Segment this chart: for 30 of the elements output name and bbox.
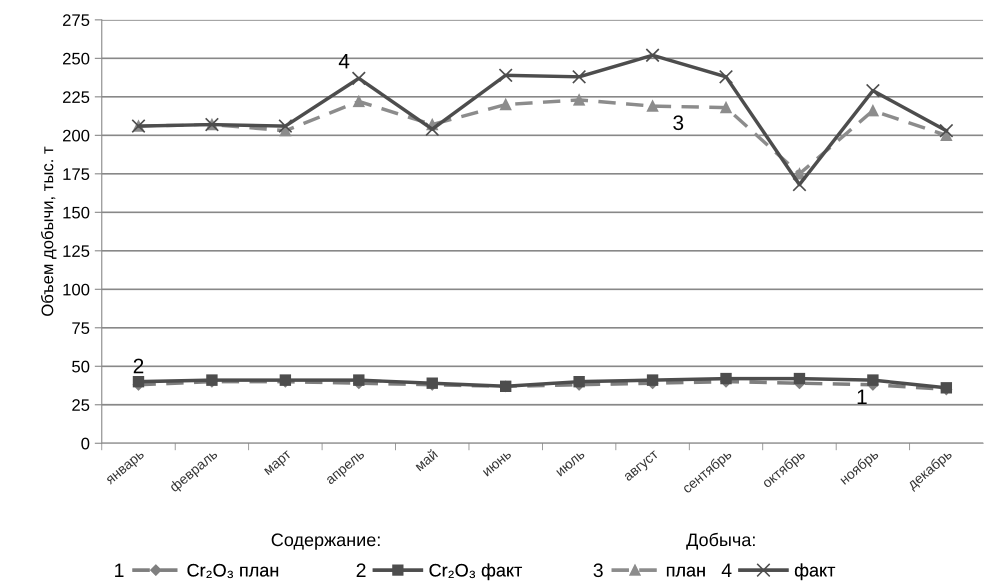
x-tick-label: май xyxy=(414,448,438,472)
y-tick-label: 150 xyxy=(63,206,90,219)
legend-label: план xyxy=(666,566,705,577)
x-tick-label: июнь xyxy=(482,450,512,477)
text: 2 xyxy=(356,563,366,577)
y-tick-label: 200 xyxy=(62,130,90,142)
y-tick-label: 125 xyxy=(63,245,90,258)
text: Содержание: xyxy=(272,533,380,550)
y-tick-label: 0 xyxy=(81,438,90,450)
annotation: 3 xyxy=(673,115,684,130)
y-tick-label: 100 xyxy=(63,284,90,296)
legend-label: Cr₂O₃ план xyxy=(187,564,278,578)
y-tick-label: 75 xyxy=(72,322,90,334)
annotation: 1 xyxy=(858,390,867,404)
text: 4 xyxy=(722,564,732,577)
y-tick-label: 25 xyxy=(72,399,90,411)
y-tick-label: 275 xyxy=(62,14,90,26)
text: Добыча: xyxy=(686,532,755,550)
y-tick-label: 225 xyxy=(62,91,90,104)
text: 1 xyxy=(115,564,124,577)
y-axis-title: Объем добычи, тыс. т xyxy=(40,146,56,316)
y-tick-label: 250 xyxy=(62,52,90,65)
x-tick-label: июль xyxy=(556,450,586,477)
text: 3 xyxy=(594,563,603,578)
annotation: 2 xyxy=(134,358,144,374)
legend-label: Cr₂O₃ факт xyxy=(430,563,522,580)
annotation: 4 xyxy=(338,54,350,68)
y-tick-label: 175 xyxy=(63,168,90,180)
y-tick-label: 50 xyxy=(72,360,90,372)
legend-label: факт xyxy=(794,563,836,580)
